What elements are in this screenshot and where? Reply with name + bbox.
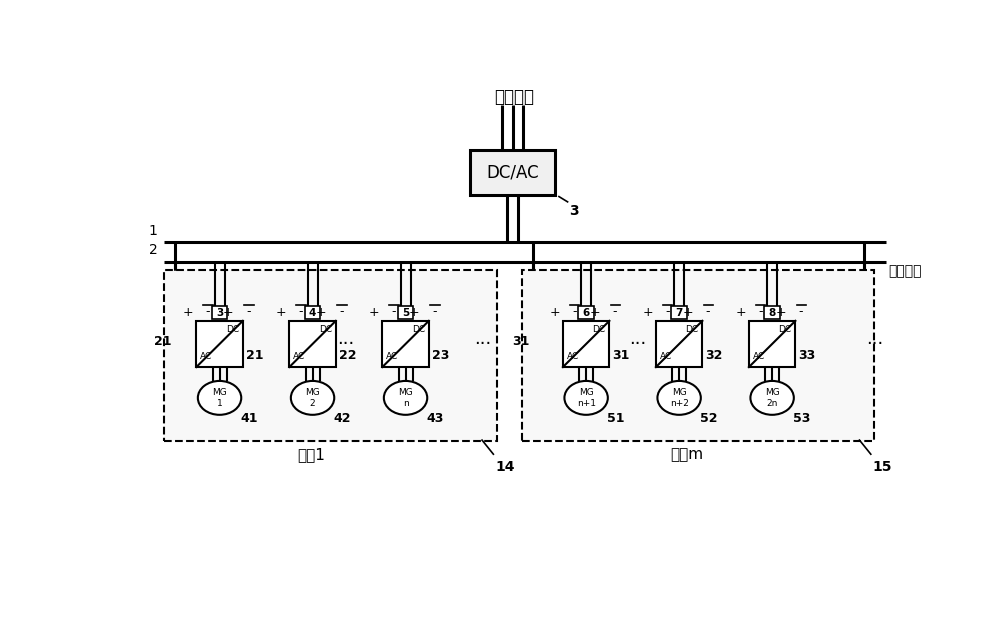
Text: 直流母线: 直流母线	[888, 265, 922, 278]
Text: +: +	[549, 305, 560, 319]
Text: 52: 52	[700, 413, 718, 426]
Text: -: -	[572, 305, 577, 319]
Text: +: +	[369, 305, 379, 319]
Text: 7: 7	[675, 308, 683, 318]
FancyBboxPatch shape	[656, 321, 702, 367]
Text: AC: AC	[386, 352, 398, 361]
Text: -: -	[612, 305, 617, 319]
Text: +: +	[642, 305, 653, 319]
Text: +: +	[735, 305, 746, 319]
Ellipse shape	[384, 381, 427, 415]
Text: DC: DC	[592, 325, 606, 334]
Text: DC: DC	[778, 325, 791, 334]
Text: -: -	[299, 305, 303, 319]
Text: 42: 42	[333, 413, 351, 426]
Text: 15: 15	[873, 460, 892, 474]
Text: ···: ···	[337, 335, 354, 353]
Text: MG
2n: MG 2n	[765, 388, 780, 408]
Text: ···: ···	[867, 335, 884, 353]
Text: -: -	[758, 305, 763, 319]
FancyBboxPatch shape	[563, 321, 609, 367]
Text: +: +	[223, 305, 234, 319]
Text: MG
n: MG n	[398, 388, 413, 408]
Text: AC: AC	[567, 352, 579, 361]
Text: +: +	[409, 305, 420, 319]
Text: 4: 4	[309, 308, 316, 318]
Text: 51: 51	[607, 413, 625, 426]
Text: 21: 21	[154, 335, 172, 348]
Text: 32: 32	[705, 349, 723, 362]
Text: +: +	[682, 305, 693, 319]
Text: DC: DC	[319, 325, 332, 334]
FancyBboxPatch shape	[305, 306, 320, 319]
Text: 31: 31	[512, 335, 530, 348]
Text: -: -	[206, 305, 210, 319]
Text: 3: 3	[569, 204, 579, 218]
Text: 41: 41	[240, 413, 258, 426]
Text: ···: ···	[474, 335, 492, 353]
Text: 31: 31	[612, 349, 630, 362]
Text: +: +	[775, 305, 786, 319]
Text: 2: 2	[149, 243, 158, 257]
Text: +: +	[316, 305, 326, 319]
Ellipse shape	[564, 381, 608, 415]
Text: -: -	[339, 305, 343, 319]
FancyBboxPatch shape	[212, 306, 227, 319]
Text: DC: DC	[226, 325, 239, 334]
FancyBboxPatch shape	[522, 270, 874, 441]
Text: 23: 23	[432, 349, 449, 362]
Text: 6: 6	[582, 308, 590, 318]
Text: 8: 8	[768, 308, 776, 318]
Text: 1: 1	[149, 224, 158, 238]
Text: 33: 33	[798, 349, 816, 362]
Text: MG
n+2: MG n+2	[670, 388, 689, 408]
Text: 43: 43	[426, 413, 444, 426]
Ellipse shape	[291, 381, 334, 415]
Text: 群组m: 群组m	[670, 447, 703, 462]
Text: AC: AC	[753, 352, 765, 361]
Text: 交流电网: 交流电网	[494, 88, 534, 107]
Text: 3: 3	[216, 308, 223, 318]
Text: 22: 22	[339, 349, 356, 362]
Text: 群组1: 群组1	[297, 447, 325, 462]
Text: +: +	[183, 305, 193, 319]
FancyBboxPatch shape	[671, 306, 687, 319]
Text: -: -	[432, 305, 436, 319]
Text: DC: DC	[685, 325, 698, 334]
Text: AC: AC	[660, 352, 672, 361]
Ellipse shape	[198, 381, 241, 415]
Ellipse shape	[657, 381, 701, 415]
Text: MG
n+1: MG n+1	[577, 388, 596, 408]
FancyBboxPatch shape	[164, 270, 497, 441]
FancyBboxPatch shape	[764, 306, 780, 319]
Text: -: -	[798, 305, 803, 319]
Text: 53: 53	[793, 413, 810, 426]
FancyBboxPatch shape	[289, 321, 336, 367]
Text: AC: AC	[200, 352, 212, 361]
Text: -: -	[246, 305, 250, 319]
FancyBboxPatch shape	[196, 321, 243, 367]
Text: MG
2: MG 2	[305, 388, 320, 408]
FancyBboxPatch shape	[470, 150, 555, 194]
Text: 5: 5	[402, 308, 409, 318]
Text: DC/AC: DC/AC	[486, 163, 539, 181]
FancyBboxPatch shape	[398, 306, 413, 319]
Text: +: +	[589, 305, 600, 319]
Ellipse shape	[750, 381, 794, 415]
Text: -: -	[392, 305, 396, 319]
Text: MG
1: MG 1	[212, 388, 227, 408]
Text: ···: ···	[629, 335, 647, 353]
Text: 14: 14	[495, 460, 515, 474]
FancyBboxPatch shape	[578, 306, 594, 319]
Text: DC: DC	[412, 325, 425, 334]
FancyBboxPatch shape	[749, 321, 795, 367]
Text: -: -	[705, 305, 710, 319]
Text: 21: 21	[246, 349, 263, 362]
FancyBboxPatch shape	[382, 321, 429, 367]
Text: AC: AC	[293, 352, 305, 361]
Text: +: +	[276, 305, 286, 319]
Text: -: -	[665, 305, 670, 319]
